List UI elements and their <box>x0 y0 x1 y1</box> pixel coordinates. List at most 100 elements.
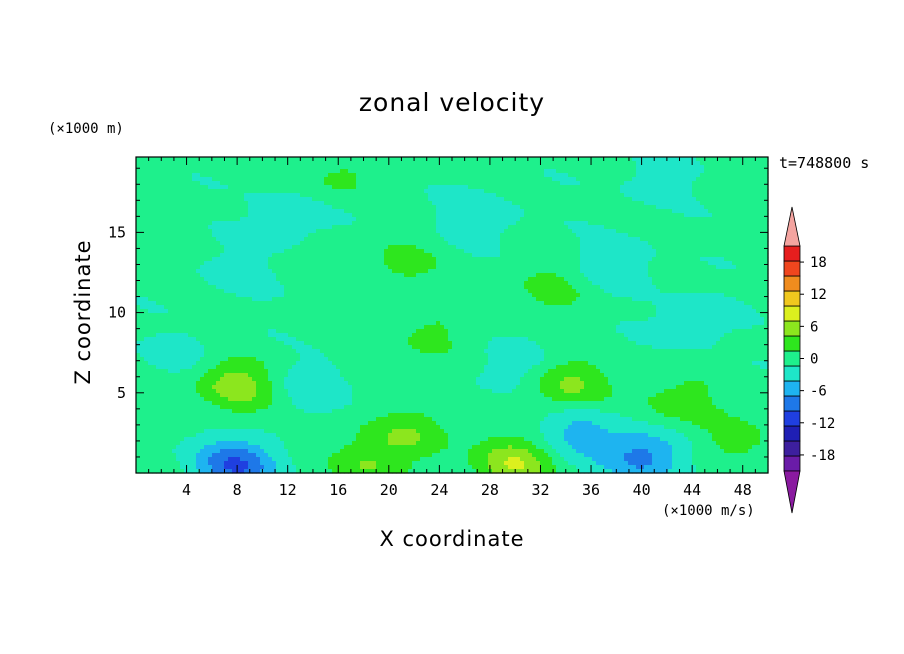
contour-cell <box>308 201 313 206</box>
contour-cell <box>368 165 373 170</box>
contour-cell <box>300 257 305 262</box>
contour-cell <box>380 181 385 186</box>
contour-cell <box>232 181 237 186</box>
contour-cell <box>528 161 533 166</box>
contour-cell <box>636 229 641 234</box>
contour-cell <box>704 157 709 162</box>
contour-cell <box>340 277 345 282</box>
contour-cell <box>540 213 545 218</box>
contour-cell <box>528 173 533 178</box>
contour-cell <box>272 269 277 274</box>
contour-cell <box>264 201 269 206</box>
contour-cell <box>172 273 177 278</box>
contour-cell <box>432 181 437 186</box>
contour-cell <box>320 245 325 250</box>
contour-cell <box>160 241 165 246</box>
contour-cell <box>312 193 317 198</box>
contour-cell <box>640 229 645 234</box>
contour-cell <box>348 213 353 218</box>
contour-cell <box>724 161 729 166</box>
contour-cell <box>412 233 417 238</box>
contour-cell <box>492 241 497 246</box>
contour-cell <box>516 237 521 242</box>
contour-cell <box>464 181 469 186</box>
contour-cell <box>392 161 397 166</box>
contour-cell <box>764 253 769 258</box>
contour-cell <box>600 245 605 250</box>
contour-cell <box>176 165 181 170</box>
contour-cell <box>660 177 665 182</box>
contour-cell <box>544 173 549 178</box>
contour-cell <box>188 217 193 222</box>
contour-cell <box>148 217 153 222</box>
contour-cell <box>168 281 173 286</box>
contour-cell <box>604 177 609 182</box>
contour-cell <box>656 157 661 162</box>
contour-cell <box>136 261 141 266</box>
contour-cell <box>360 273 365 278</box>
contour-cell <box>720 213 725 218</box>
contour-cell <box>756 161 761 166</box>
contour-cell <box>708 177 713 182</box>
contour-cell <box>424 233 429 238</box>
contour-cell <box>168 213 173 218</box>
contour-cell <box>688 209 693 214</box>
contour-cell <box>284 201 289 206</box>
contour-cell <box>192 173 197 178</box>
contour-cell <box>352 273 357 278</box>
contour-cell <box>596 161 601 166</box>
contour-cell <box>356 217 361 222</box>
contour-cell <box>144 221 149 226</box>
contour-cell <box>736 277 741 282</box>
contour-cell <box>524 197 529 202</box>
contour-cell <box>552 249 557 254</box>
contour-cell <box>580 261 585 266</box>
contour-cell <box>296 265 301 270</box>
contour-cell <box>760 237 765 242</box>
contour-cell <box>612 197 617 202</box>
contour-cell <box>564 233 569 238</box>
contour-cell <box>644 213 649 218</box>
contour-cell <box>336 185 341 190</box>
contour-cell <box>180 277 185 282</box>
contour-cell <box>676 173 681 178</box>
contour-cell <box>516 205 521 210</box>
contour-cell <box>656 185 661 190</box>
contour-cell <box>684 277 689 282</box>
contour-cell <box>404 229 409 234</box>
contour-cell <box>336 177 341 182</box>
contour-cell <box>236 205 241 210</box>
contour-cell <box>404 221 409 226</box>
contour-cell <box>352 161 357 166</box>
contour-cell <box>248 213 253 218</box>
contour-cell <box>320 277 325 282</box>
contour-cell <box>580 241 585 246</box>
contour-cell <box>472 165 477 170</box>
contour-cell <box>644 181 649 186</box>
contour-cell <box>160 205 165 210</box>
contour-cell <box>224 189 229 194</box>
contour-cell <box>192 165 197 170</box>
contour-cell <box>752 241 757 246</box>
contour-cell <box>568 161 573 166</box>
contour-cell <box>172 193 177 198</box>
contour-cell <box>168 209 173 214</box>
contour-cell <box>464 193 469 198</box>
contour-cell <box>172 281 177 286</box>
contour-cell <box>380 261 385 266</box>
contour-cell <box>380 281 385 286</box>
contour-cell <box>592 217 597 222</box>
contour-cell <box>412 161 417 166</box>
contour-cell <box>160 181 165 186</box>
contour-cell <box>504 241 509 246</box>
contour-cell <box>496 225 501 230</box>
contour-cell <box>500 161 505 166</box>
contour-cell <box>716 225 721 230</box>
contour-cell <box>272 277 277 282</box>
contour-cell <box>708 197 713 202</box>
contour-cell <box>480 165 485 170</box>
contour-cell <box>148 181 153 186</box>
contour-cell <box>320 225 325 230</box>
contour-cell <box>216 237 221 242</box>
contour-cell <box>544 157 549 162</box>
